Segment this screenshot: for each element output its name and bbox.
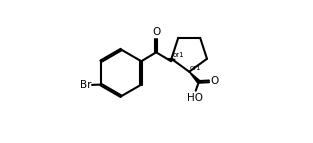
Text: O: O <box>152 27 160 37</box>
Text: or1: or1 <box>190 65 202 71</box>
Polygon shape <box>189 72 200 83</box>
Text: O: O <box>210 76 219 86</box>
Text: Br: Br <box>80 80 91 90</box>
Text: or1: or1 <box>172 52 184 58</box>
Text: HO: HO <box>187 93 203 103</box>
